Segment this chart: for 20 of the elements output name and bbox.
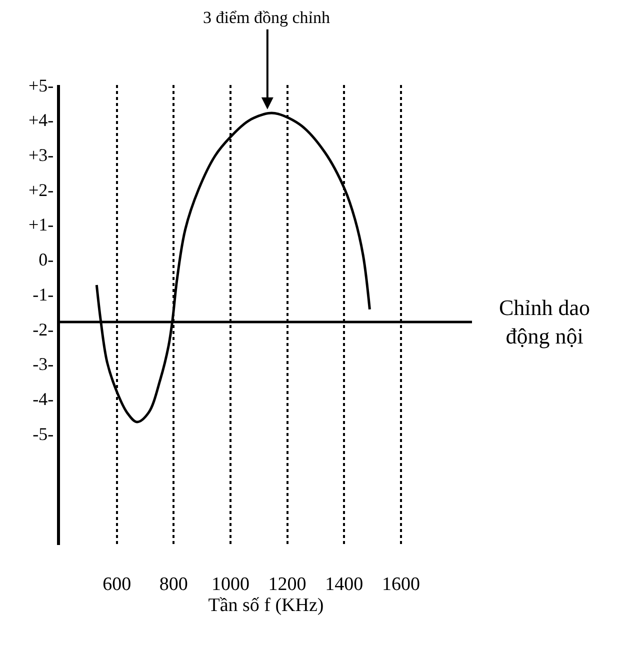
y-tick-label: +4-: [28, 110, 54, 130]
y-tick-label: 0-: [38, 250, 54, 270]
y-tick-label: +5-: [28, 75, 54, 96]
x-tick-label: 1200: [268, 574, 306, 595]
x-axis-title: Tần số f (KHz): [208, 595, 324, 616]
y-tick-label: -2-: [32, 319, 54, 340]
x-tick-label: 600: [102, 574, 132, 595]
y-tick-label: -5-: [32, 424, 54, 444]
x-tick-label: 1000: [211, 574, 250, 595]
y-tick-label: -3-: [32, 354, 54, 374]
y-tick-label: +2-: [28, 180, 54, 200]
y-tick-label: +3-: [28, 145, 54, 165]
x-tick-label: 1600: [382, 574, 420, 595]
y-tick-label: +1-: [28, 214, 54, 235]
ref-line-label: Chỉnh dao động nội: [499, 295, 590, 349]
x-tick-label: 1400: [325, 574, 364, 595]
y-tick-label: -1-: [32, 284, 54, 304]
x-tick-label: 800: [159, 574, 188, 595]
y-tick-label: -4-: [32, 388, 54, 409]
annotation: 3 điểm đồng chỉnh: [203, 8, 331, 27]
